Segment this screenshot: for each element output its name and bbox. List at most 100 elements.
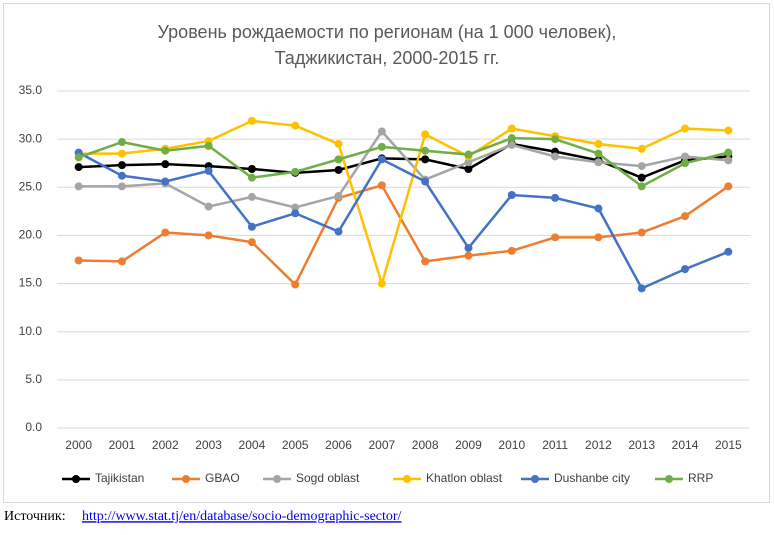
data-point bbox=[377, 127, 386, 136]
data-point bbox=[637, 144, 646, 153]
data-point bbox=[334, 139, 343, 148]
source-link[interactable]: http://www.stat.tj/en/database/socio-dem… bbox=[82, 509, 402, 524]
x-tick-label: 2003 bbox=[195, 438, 222, 452]
series-line bbox=[78, 129, 729, 209]
legend-label: GBAO bbox=[205, 471, 240, 485]
data-point bbox=[464, 164, 473, 173]
data-point bbox=[681, 159, 690, 168]
data-point bbox=[421, 146, 430, 155]
x-tick-label: 2008 bbox=[412, 438, 439, 452]
data-point bbox=[117, 149, 126, 158]
data-point bbox=[724, 148, 733, 157]
y-tick-label: 10.0 bbox=[19, 324, 43, 338]
data-point bbox=[681, 152, 690, 161]
data-point bbox=[74, 153, 83, 162]
data-point bbox=[724, 126, 733, 135]
data-point bbox=[594, 204, 603, 213]
data-point bbox=[377, 181, 386, 190]
y-tick-label: 30.0 bbox=[19, 131, 43, 145]
data-point bbox=[507, 190, 516, 199]
data-point bbox=[551, 152, 560, 161]
data-point bbox=[291, 121, 300, 130]
data-point bbox=[291, 209, 300, 218]
data-point bbox=[507, 134, 516, 143]
y-tick-label: 25.0 bbox=[19, 179, 43, 193]
x-tick-label: 2000 bbox=[65, 438, 92, 452]
data-point bbox=[334, 165, 343, 174]
chart-frame bbox=[3, 3, 770, 503]
data-point bbox=[204, 231, 213, 240]
data-point bbox=[377, 142, 386, 151]
series-line bbox=[78, 119, 729, 288]
data-point bbox=[204, 166, 213, 175]
x-tick-label: 2013 bbox=[628, 438, 655, 452]
series-line bbox=[78, 183, 730, 287]
data-point bbox=[247, 222, 256, 231]
data-point bbox=[247, 192, 256, 201]
data-point bbox=[637, 228, 646, 237]
data-point bbox=[551, 193, 560, 202]
data-point bbox=[377, 279, 386, 288]
data-point bbox=[421, 155, 430, 164]
chart-title: Таджикистан, 2000-2015 гг. bbox=[275, 48, 500, 68]
data-point bbox=[551, 135, 560, 144]
data-point bbox=[377, 155, 386, 164]
data-point bbox=[507, 124, 516, 133]
data-point bbox=[161, 146, 170, 155]
data-point bbox=[464, 243, 473, 252]
x-tick-label: 2006 bbox=[325, 438, 352, 452]
data-point bbox=[421, 177, 430, 186]
data-point bbox=[247, 116, 256, 125]
data-point bbox=[464, 158, 473, 167]
data-point bbox=[421, 130, 430, 139]
data-point bbox=[291, 167, 300, 176]
legend-marker bbox=[273, 475, 281, 483]
data-point bbox=[637, 182, 646, 191]
data-point bbox=[421, 257, 430, 266]
data-point bbox=[247, 164, 256, 173]
data-point bbox=[637, 284, 646, 293]
data-point bbox=[594, 149, 603, 158]
legend-marker bbox=[531, 475, 539, 483]
data-point bbox=[594, 233, 603, 242]
data-point bbox=[204, 141, 213, 150]
data-point bbox=[204, 202, 213, 211]
y-tick-label: 20.0 bbox=[19, 228, 43, 242]
legend-marker bbox=[182, 475, 190, 483]
x-tick-label: 2009 bbox=[455, 438, 482, 452]
x-tick-label: 2011 bbox=[542, 438, 568, 452]
data-point bbox=[594, 139, 603, 148]
data-point bbox=[594, 158, 603, 167]
plot-area: 0.0 5.0 10.0 15.0 20.0 25.0 30.0 35.0 2000 2001 20… bbox=[19, 83, 750, 485]
series-line bbox=[78, 136, 729, 188]
y-tick-label: 0.0 bbox=[25, 420, 42, 434]
data-point bbox=[334, 227, 343, 236]
x-tick-label: 2005 bbox=[282, 438, 309, 452]
data-point bbox=[247, 173, 256, 182]
chart-title: Уровень рождаемости по регионам (на 1 00… bbox=[158, 22, 617, 42]
data-point bbox=[334, 155, 343, 164]
x-tick-label: 2001 bbox=[109, 438, 136, 452]
data-point bbox=[117, 171, 126, 180]
x-tick-label: 2010 bbox=[498, 438, 525, 452]
data-point bbox=[637, 173, 646, 182]
data-point bbox=[551, 233, 560, 242]
data-point bbox=[74, 256, 83, 265]
data-point bbox=[464, 251, 473, 260]
legend-marker bbox=[403, 475, 411, 483]
data-point bbox=[247, 238, 256, 247]
data-point bbox=[117, 161, 126, 170]
legend-label: Khatlon oblast bbox=[426, 471, 503, 485]
data-point bbox=[637, 162, 646, 171]
data-point bbox=[117, 257, 126, 266]
data-point bbox=[161, 228, 170, 237]
data-point bbox=[724, 182, 733, 191]
legend-label: Tajikistan bbox=[95, 471, 144, 485]
y-tick-label: 15.0 bbox=[19, 276, 43, 290]
y-tick-label: 35.0 bbox=[19, 83, 43, 97]
data-point bbox=[291, 280, 300, 289]
legend-marker bbox=[665, 475, 673, 483]
source-label: Источник: bbox=[4, 509, 66, 524]
legend-label: Dushanbe city bbox=[554, 471, 630, 485]
